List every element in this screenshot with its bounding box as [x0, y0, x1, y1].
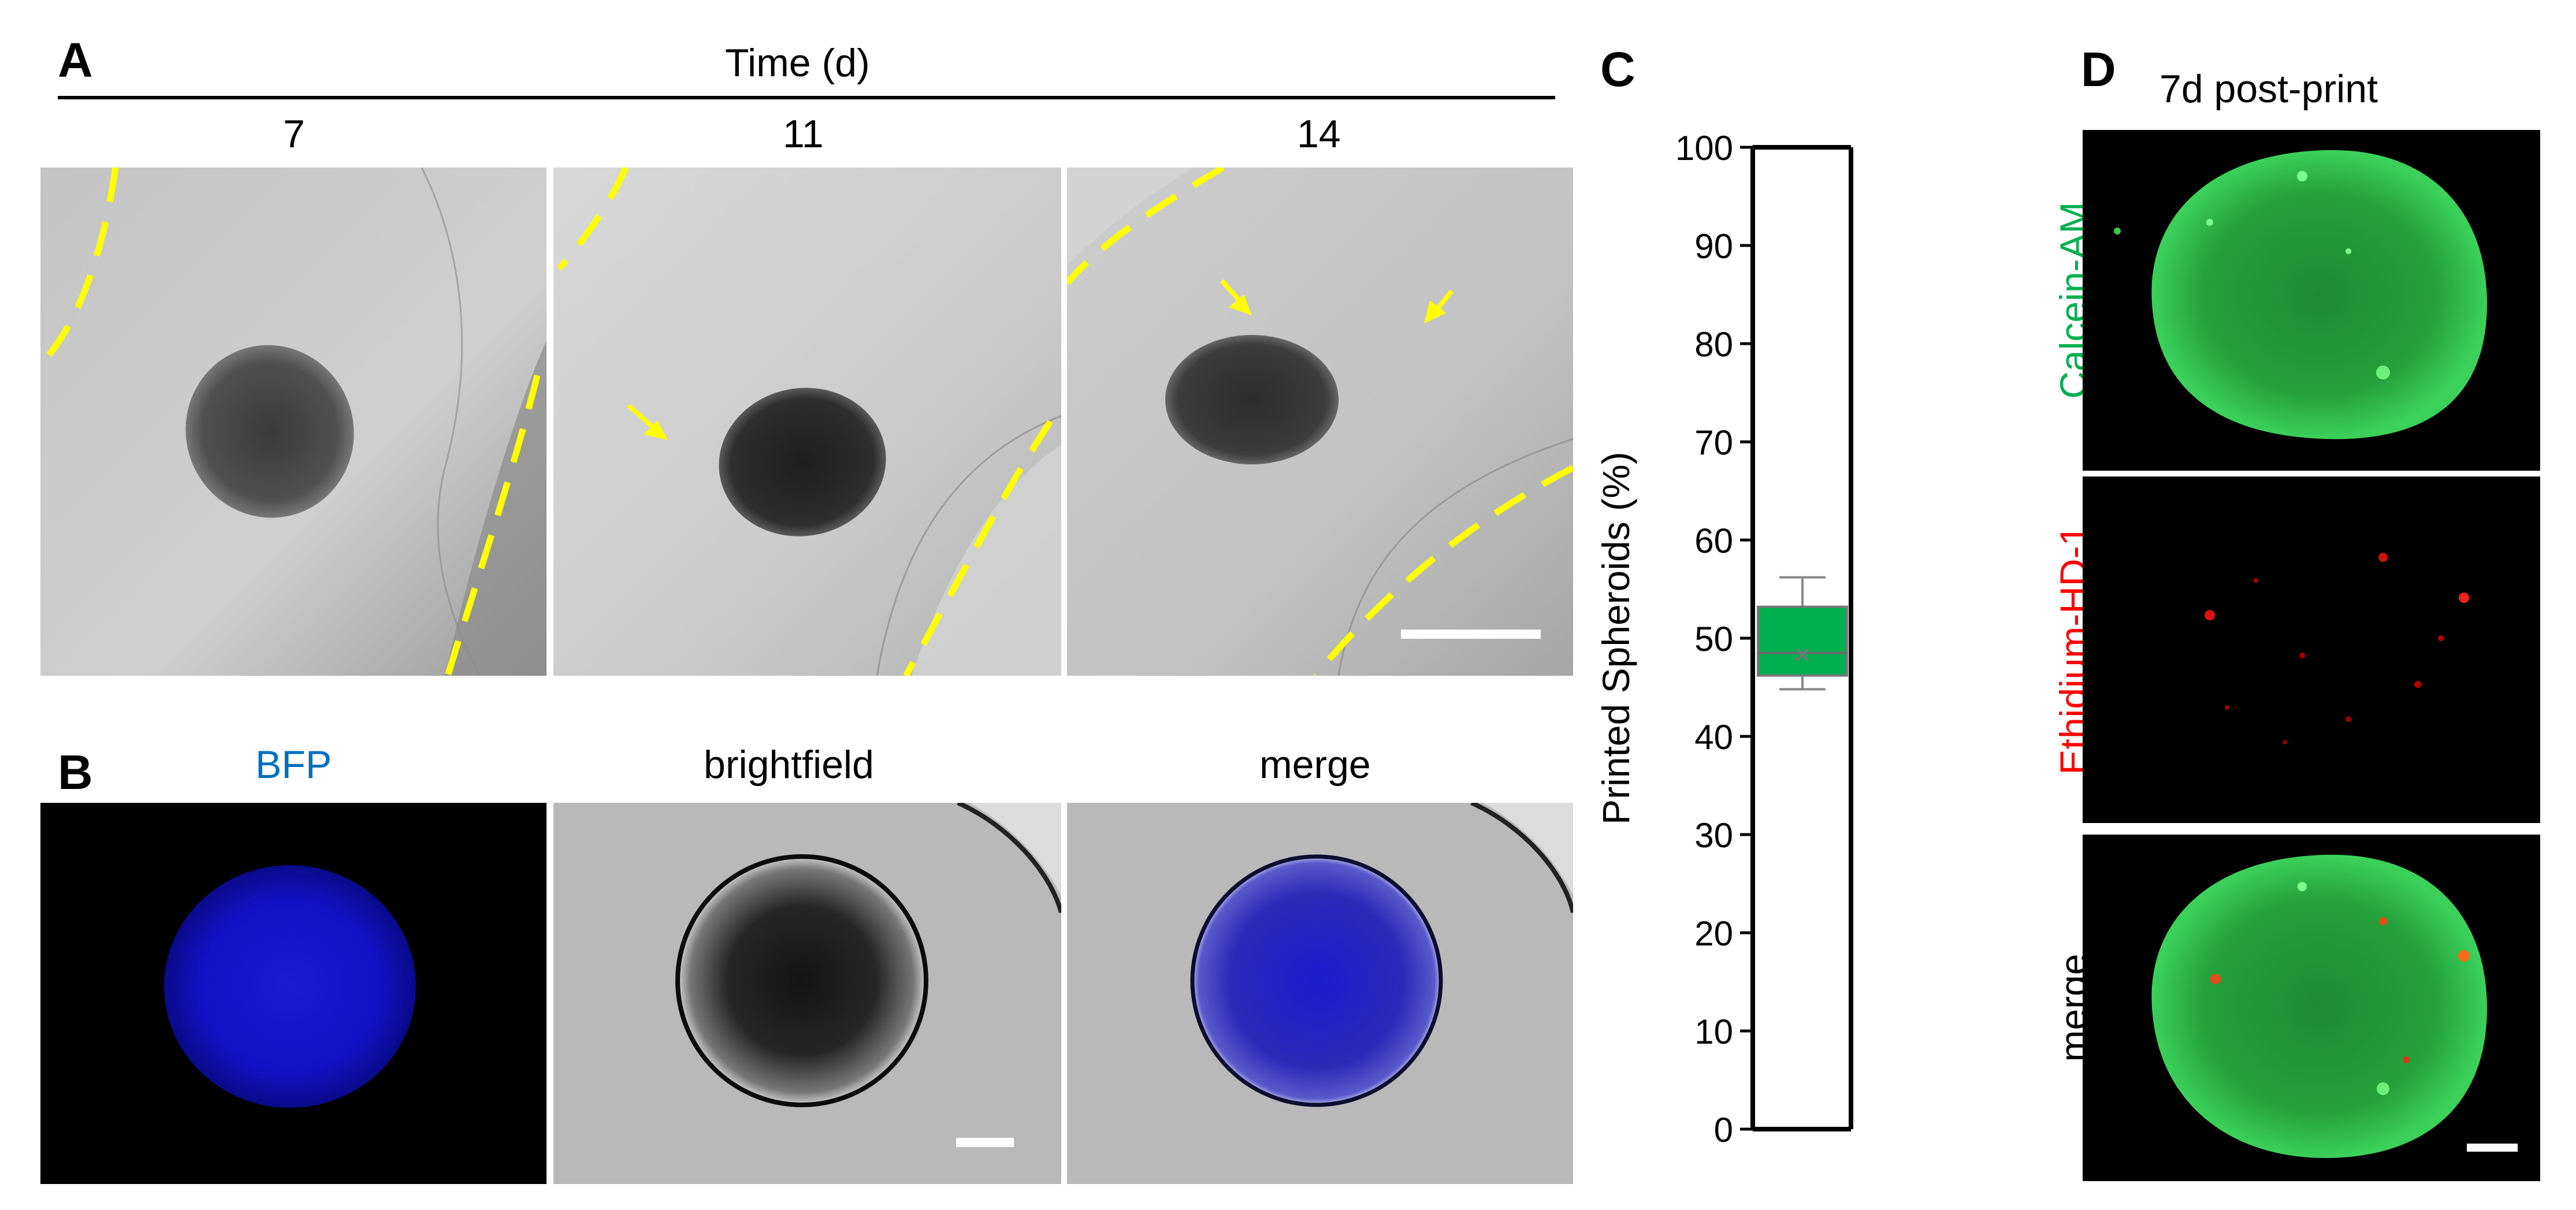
- time-axis-title: Time (d): [725, 41, 870, 85]
- y-tick-label-0: 0: [1714, 1111, 1733, 1149]
- scale-bar-a: [1401, 630, 1541, 639]
- brightfield-spheroid: [675, 854, 928, 1107]
- merge-live-dead-spheroid: [2151, 854, 2487, 1158]
- y-tick-label-50: 50: [1694, 620, 1733, 658]
- merge-spheroid: [1190, 854, 1443, 1107]
- y-tick-label-20: 20: [1694, 914, 1733, 953]
- brightfield-day14-image: [1067, 167, 1573, 676]
- scale-bar-b: [956, 1138, 1014, 1147]
- merge-bfp-brightfield-image: [1067, 803, 1573, 1184]
- panel-b-letter: B: [58, 745, 93, 799]
- y-tick-label-10: 10: [1694, 1012, 1733, 1051]
- calcein-am-image: [2083, 130, 2540, 471]
- spheroid-day14: [1165, 335, 1339, 464]
- brightfield-day7-image: [40, 167, 547, 676]
- timepoint-label-7: 7: [283, 112, 305, 156]
- arrow-day14-left: [1220, 279, 1252, 315]
- y-tick-label-30: 30: [1694, 816, 1733, 855]
- panel-d-title: 7d post-print: [2159, 67, 2378, 111]
- bfp-fluorescence-image: [40, 803, 547, 1184]
- y-tick-label-40: 40: [1694, 718, 1733, 757]
- panel-d-letter: D: [2081, 42, 2116, 96]
- y-tick-label-100: 100: [1675, 129, 1733, 167]
- merge-label-b: merge: [1259, 743, 1371, 787]
- bfp-label: BFP: [255, 743, 332, 787]
- spheroid-day11: [719, 388, 886, 537]
- y-tick-label-80: 80: [1694, 325, 1733, 364]
- brightfield-spheroid-image: [553, 803, 1061, 1184]
- timepoint-label-14: 14: [1297, 112, 1341, 156]
- y-tick-label-70: 70: [1694, 423, 1733, 462]
- panel-a-letter: A: [58, 33, 93, 87]
- y-tick-label-60: 60: [1694, 522, 1733, 560]
- timepoint-label-11: 11: [783, 112, 824, 156]
- brightfield-label: brightfield: [704, 743, 874, 787]
- scale-bar-d: [2467, 1144, 2518, 1152]
- arrow-day14-right: [1424, 289, 1454, 323]
- calcein-spheroid: [2151, 150, 2487, 440]
- time-axis-line: [58, 96, 1555, 99]
- merge-live-dead-image: [2083, 835, 2540, 1181]
- y-axis-label: Printed Spheroids (%): [1594, 452, 1637, 825]
- y-tick-label-90: 90: [1694, 227, 1733, 266]
- box-iqr: [1757, 605, 1848, 677]
- box-plot-chart: 0 10 20 30 40 50 60 70 80 90 100 Printed Spheroids…: [1594, 116, 2010, 1155]
- spheroid-day7: [185, 345, 354, 518]
- arrow-day11: [627, 404, 668, 440]
- box-mean-marker-b: [1796, 648, 1809, 662]
- ethidium-hd1-image: [2083, 476, 2540, 823]
- brightfield-day11-image: [553, 167, 1061, 676]
- panel-c-letter: C: [1600, 42, 1635, 96]
- bfp-spheroid: [164, 865, 416, 1108]
